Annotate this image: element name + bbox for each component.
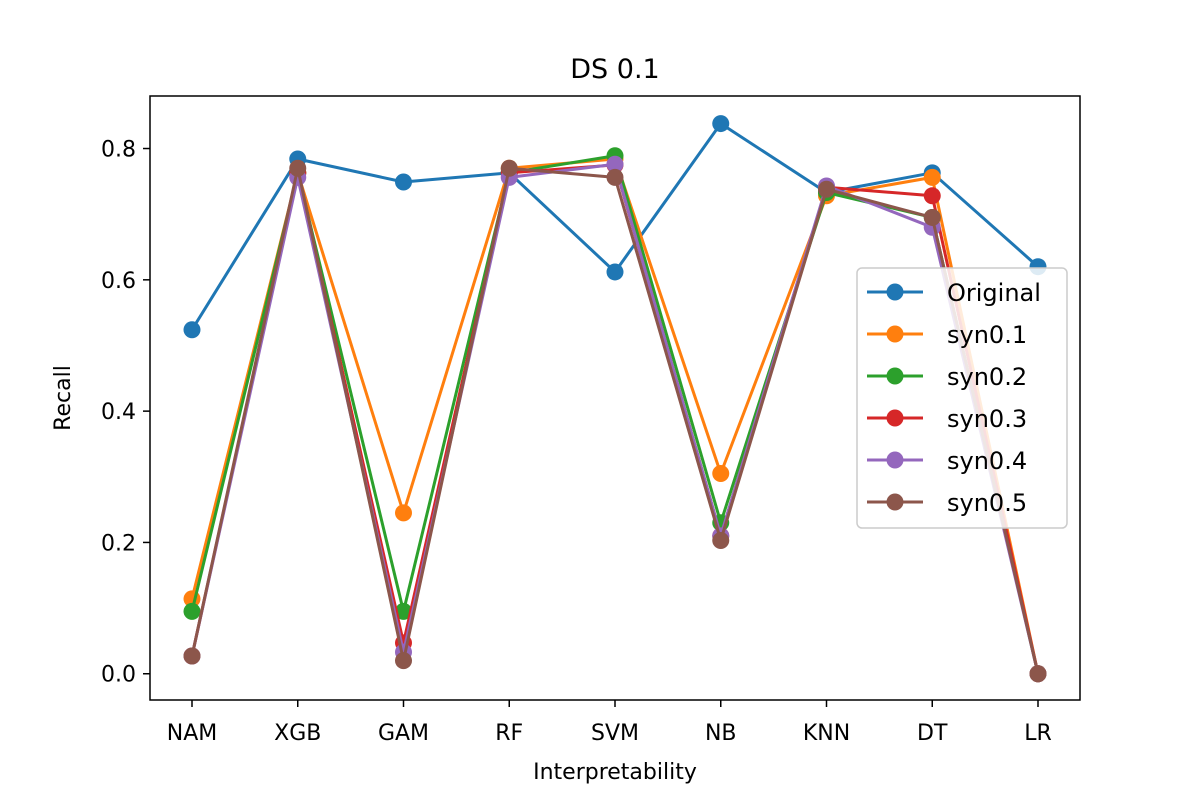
y-tick-label: 0.2 xyxy=(101,531,136,556)
legend-item: syn0.5 xyxy=(867,489,1027,517)
y-axis-label: Recall xyxy=(51,365,76,431)
legend: Original syn0.1 syn0.2 syn0.3 syn0.4 syn0.5 xyxy=(856,267,1068,529)
data-point-syn0.5 xyxy=(818,180,835,198)
legend-marker xyxy=(886,493,904,511)
legend-item: syn0.1 xyxy=(867,321,1027,349)
x-tick-label: SVM xyxy=(591,721,639,746)
x-axis-label: Interpretability xyxy=(533,760,697,785)
legend-item: syn0.2 xyxy=(867,363,1027,391)
y-tick-label: 0.0 xyxy=(101,663,136,688)
data-point-syn0.4 xyxy=(606,155,624,173)
legend-label: syn0.5 xyxy=(947,489,1027,517)
data-point-syn0.5 xyxy=(500,159,518,177)
legend-marker xyxy=(886,283,904,301)
data-point-syn0.1 xyxy=(395,504,412,522)
x-tick-label: RF xyxy=(495,721,523,746)
data-point-syn0.5 xyxy=(923,208,941,226)
legend-label: syn0.3 xyxy=(947,405,1027,433)
legend-label: syn0.4 xyxy=(947,447,1027,475)
data-point-syn0.5 xyxy=(395,652,412,670)
legend-label: syn0.1 xyxy=(947,321,1027,349)
x-tick-label: KNN xyxy=(803,721,850,746)
data-point-Original xyxy=(712,115,730,133)
x-tick-label: GAM xyxy=(378,721,429,746)
data-point-Original xyxy=(395,173,412,191)
legend-label: Original xyxy=(947,279,1041,307)
y-tick-label: 0.4 xyxy=(101,400,136,425)
legend-item: Original xyxy=(867,279,1041,307)
data-point-syn0.5 xyxy=(1029,665,1047,683)
data-point-syn0.5 xyxy=(289,159,307,177)
y-tick-label: 0.6 xyxy=(101,269,136,294)
data-point-syn0.5 xyxy=(712,531,730,549)
data-point-syn0.5 xyxy=(606,168,624,186)
legend-marker xyxy=(886,367,904,385)
legend-marker xyxy=(886,325,904,343)
data-point-Original xyxy=(183,321,201,339)
legend-item: syn0.3 xyxy=(867,405,1027,433)
y-tick-label: 0.8 xyxy=(101,138,136,163)
chart-title: DS 0.1 xyxy=(570,54,659,85)
x-axis: NAM XGB GAM RF SVM NB KNN DT LR xyxy=(167,700,1052,746)
legend-marker xyxy=(886,409,904,427)
data-point-syn0.5 xyxy=(183,647,201,665)
data-point-syn0.2 xyxy=(183,602,201,620)
x-tick-label: LR xyxy=(1024,721,1052,746)
legend-marker xyxy=(886,451,904,469)
legend-label: syn0.2 xyxy=(947,363,1027,391)
x-tick-label: XGB xyxy=(274,721,321,746)
x-tick-label: NB xyxy=(705,721,737,746)
plot-area xyxy=(183,115,1047,683)
x-tick-label: NAM xyxy=(167,721,218,746)
data-point-syn0.1 xyxy=(712,465,730,482)
data-point-Original xyxy=(606,263,624,281)
data-point-syn0.1 xyxy=(923,168,941,186)
legend-item: syn0.4 xyxy=(867,447,1027,475)
data-point-syn0.3 xyxy=(923,187,941,205)
x-tick-label: DT xyxy=(917,721,948,746)
data-point-syn0.2 xyxy=(395,602,412,620)
y-axis: 0.0 0.2 0.4 0.6 0.8 xyxy=(101,138,150,688)
